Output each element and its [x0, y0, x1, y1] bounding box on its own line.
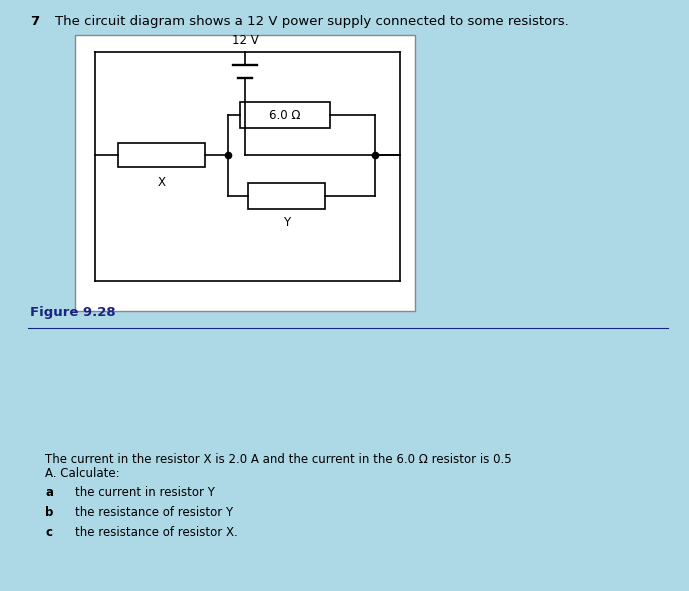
- Text: X: X: [158, 176, 165, 189]
- Text: Figure 9.28: Figure 9.28: [30, 306, 116, 319]
- Text: 6.0 Ω: 6.0 Ω: [269, 109, 301, 122]
- Text: The circuit diagram shows a 12 V power supply connected to some resistors.: The circuit diagram shows a 12 V power s…: [55, 15, 568, 28]
- Bar: [75, 35, 415, 311]
- Text: a: a: [45, 486, 53, 499]
- Text: the current in resistor Y: the current in resistor Y: [75, 486, 215, 499]
- Bar: [240, 102, 330, 128]
- Bar: [118, 144, 205, 167]
- Text: A. Calculate:: A. Calculate:: [45, 467, 120, 480]
- Text: The current in the resistor X is 2.0 A and the current in the 6.0 Ω resistor is : The current in the resistor X is 2.0 A a…: [45, 453, 512, 466]
- Text: 7: 7: [30, 15, 39, 28]
- Text: the resistance of resistor X.: the resistance of resistor X.: [75, 526, 238, 539]
- Bar: [248, 183, 325, 209]
- Text: 12 V: 12 V: [232, 34, 258, 47]
- Text: Y: Y: [283, 216, 290, 229]
- Text: c: c: [45, 526, 52, 539]
- Text: b: b: [45, 506, 53, 519]
- Text: the resistance of resistor Y: the resistance of resistor Y: [75, 506, 233, 519]
